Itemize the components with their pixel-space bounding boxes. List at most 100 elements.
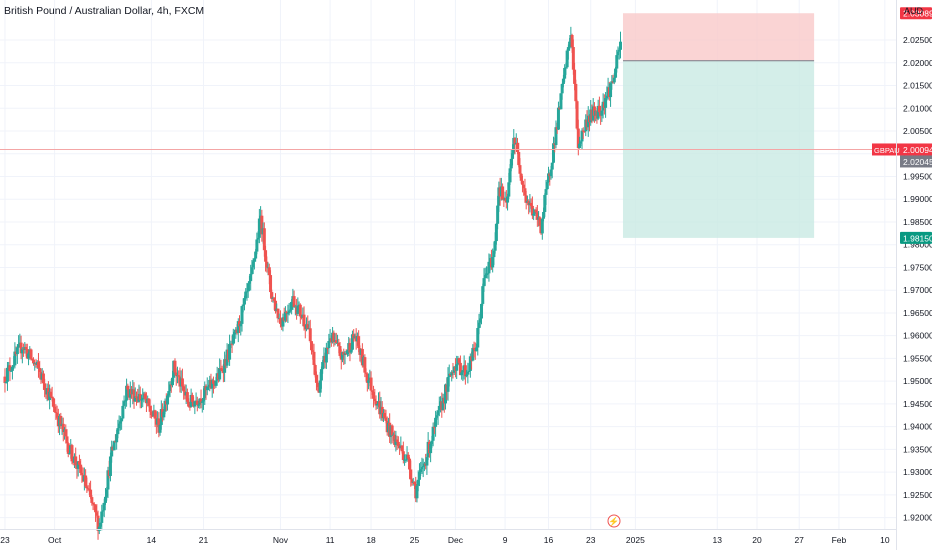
candle-up: [350, 334, 354, 350]
current-price-label: 2.00094: [903, 145, 932, 155]
candle-up: [486, 273, 490, 275]
candle-down: [372, 391, 376, 399]
candle-up: [435, 415, 439, 418]
candle-down: [432, 426, 436, 428]
candle-up: [218, 368, 222, 380]
candle-up: [565, 50, 569, 68]
candle-down: [309, 341, 313, 351]
candle-down: [365, 373, 369, 383]
candle-down: [306, 324, 310, 329]
candle-up: [239, 323, 243, 327]
candle-down: [535, 212, 539, 220]
candle-up: [429, 443, 433, 454]
y-tick-label: 1.94500: [903, 399, 932, 409]
candle-up: [206, 386, 210, 388]
candle-down: [199, 398, 203, 403]
candle-down: [406, 454, 410, 459]
candle-down: [64, 429, 68, 437]
candle-up: [205, 386, 209, 391]
candle-down: [338, 346, 342, 356]
candle-up: [290, 301, 294, 310]
candle-up: [117, 423, 121, 429]
candle-down: [41, 373, 45, 384]
candle-up: [286, 313, 290, 315]
candle-up: [494, 223, 498, 242]
candle-up: [507, 182, 511, 197]
candle-down: [522, 184, 526, 189]
candle-up: [560, 83, 564, 94]
candle-up: [604, 98, 608, 108]
candle-up: [512, 137, 516, 154]
candle-down: [43, 383, 47, 390]
candle-down: [230, 343, 234, 345]
candle-down: [94, 505, 98, 513]
candle-down: [272, 297, 276, 301]
candle-down: [265, 261, 269, 268]
chart-title: British Pound / Australian Dollar, 4h, F…: [4, 5, 205, 17]
candle-up: [12, 365, 16, 367]
candle-up: [255, 239, 259, 252]
candle-down: [517, 152, 521, 166]
candle-down: [278, 318, 282, 324]
candle-up: [249, 273, 253, 282]
candle-up: [252, 258, 256, 262]
candle-up: [105, 489, 109, 497]
candle-down: [384, 417, 388, 421]
currency-unit-label[interactable]: AUD: [904, 6, 924, 16]
candle-up: [228, 343, 232, 360]
y-tick-label: 1.97000: [903, 285, 932, 295]
candle-up: [341, 352, 345, 360]
candle-down: [501, 186, 505, 200]
candle-down: [401, 451, 405, 460]
candle-up: [245, 291, 249, 293]
candle-up: [233, 331, 237, 335]
candle-up: [551, 143, 555, 163]
x-tick-label: 14: [147, 535, 157, 545]
candle-up: [612, 77, 616, 83]
candle-up: [17, 344, 21, 348]
candle-up: [120, 418, 124, 422]
candle-up: [121, 405, 125, 419]
candle-up: [404, 459, 408, 461]
candle-down: [570, 34, 574, 48]
candle-up: [67, 453, 71, 455]
y-tick-label: 2.01000: [903, 103, 932, 113]
candle-up: [532, 213, 536, 216]
candle-down: [308, 328, 312, 342]
candle-up: [375, 403, 379, 406]
candle-down: [24, 347, 28, 350]
candle-down: [513, 137, 517, 145]
candle-up: [497, 187, 501, 206]
y-tick-label: 2.01500: [903, 81, 932, 91]
target-price-label: 1.98150: [903, 233, 932, 243]
candle-up: [103, 496, 107, 503]
candle-down: [96, 515, 100, 531]
candle-down: [363, 357, 367, 373]
candle-up: [436, 410, 440, 416]
candle-down: [409, 469, 413, 480]
candle-down: [412, 481, 416, 485]
candle-up: [554, 127, 558, 146]
x-tick-label: 27: [794, 535, 804, 545]
candle-up: [15, 347, 19, 355]
candle-down: [395, 439, 399, 442]
candle-up: [163, 400, 167, 412]
candle-down: [383, 413, 387, 418]
candle-down: [518, 165, 522, 174]
candle-down: [90, 497, 94, 503]
candle-up: [545, 182, 549, 190]
candle-down: [360, 348, 364, 366]
candle-up: [475, 347, 479, 352]
candle-up: [202, 397, 206, 402]
candle-up: [434, 417, 438, 427]
candle-down: [260, 215, 264, 235]
candle-up: [556, 107, 560, 130]
candle-up: [256, 237, 260, 240]
candle-down: [515, 142, 519, 153]
candle-up: [197, 404, 201, 406]
candle-down: [396, 441, 400, 446]
candle-down: [571, 47, 575, 70]
candle-down: [576, 128, 580, 148]
candle-down: [149, 411, 153, 415]
